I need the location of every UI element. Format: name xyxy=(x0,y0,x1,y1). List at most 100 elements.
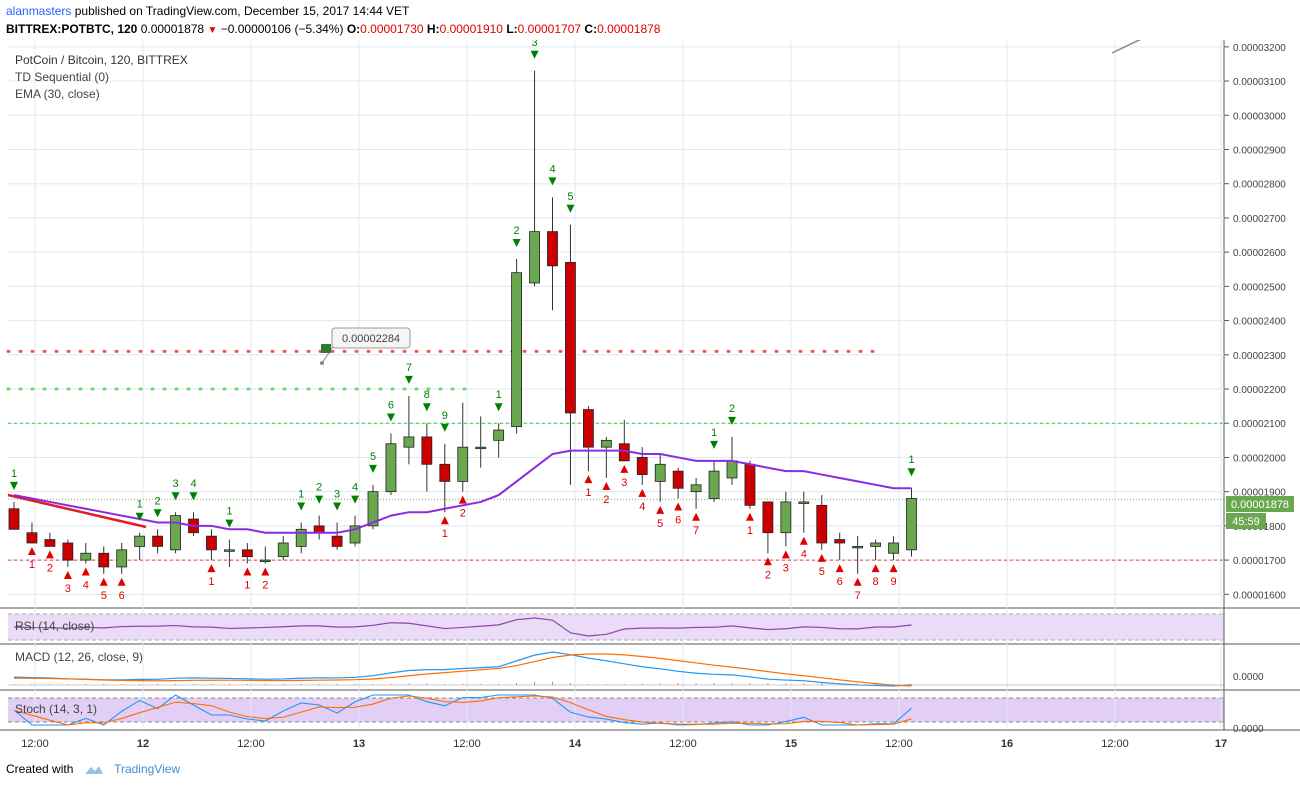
candle-body-6 xyxy=(116,549,128,568)
candle-body-41 xyxy=(744,463,756,506)
candle-body-22 xyxy=(403,436,415,448)
candle-body-2 xyxy=(44,539,56,547)
td-sell-count-9: 4 xyxy=(352,482,358,494)
td-buy-count-18: 1 xyxy=(747,525,753,537)
td-sell-count-14: 9 xyxy=(442,410,448,422)
td-buy-arrow-11 xyxy=(584,475,593,484)
candle-body-43 xyxy=(780,501,792,534)
td-sell-count-11: 6 xyxy=(388,399,394,411)
time-axis[interactable]: 12:00 12 12:00 13 12:00 14 12:00 15 12:00 16 12:00… xyxy=(21,738,1227,750)
price-callout[interactable]: 0.00002284 xyxy=(320,327,411,365)
y-tick-label-15: 0.00003100 xyxy=(1233,77,1286,88)
td-buy-arrow-8 xyxy=(261,567,270,576)
td-buy-count-23: 6 xyxy=(837,576,843,588)
candle-body-13 xyxy=(241,549,253,558)
td-buy-arrow-21 xyxy=(799,536,808,545)
td-sell-arrow-10 xyxy=(369,464,377,473)
candle-body-35 xyxy=(636,457,648,475)
y-tick-label-4: 0.00002000 xyxy=(1233,453,1286,464)
rsi-line xyxy=(13,617,912,637)
td-buy-arrow-12 xyxy=(602,481,611,490)
candle-body-20 xyxy=(367,491,379,527)
td-sell-count-20: 1 xyxy=(711,427,717,439)
td-buy-count-3: 4 xyxy=(83,580,89,592)
td-buy-arrow-2 xyxy=(63,570,72,579)
high-label: H: xyxy=(426,22,440,36)
x-tick-label-5: 14 xyxy=(569,738,582,750)
candle-body-21 xyxy=(385,443,397,493)
td-sell-count-0: 1 xyxy=(11,468,17,480)
candle-body-38 xyxy=(690,484,702,493)
candle-body-7 xyxy=(134,535,146,547)
td-sell-arrow-6 xyxy=(297,502,306,511)
macd-signal-line xyxy=(13,653,912,687)
td-sell-count-19: 5 xyxy=(567,191,573,203)
candle-body-50 xyxy=(906,498,917,551)
td-sell-arrow-7 xyxy=(315,495,324,504)
symbol-label: BITTREX:POTBTC, 120 xyxy=(6,22,138,36)
td-sell-count-12: 7 xyxy=(406,362,412,374)
candle-body-24 xyxy=(439,463,451,482)
tradingview-link[interactable]: TradingView xyxy=(114,762,181,776)
y-tick-label-16: 0.00003200 xyxy=(1233,43,1286,54)
price-change: −0.00000106 (−5.34%) xyxy=(220,22,344,36)
rsi-label: RSI (14, close) xyxy=(15,619,94,633)
td-buy-count-26: 9 xyxy=(890,576,896,588)
candle-body-46 xyxy=(834,539,846,544)
x-tick-label-7: 15 xyxy=(785,738,797,750)
td-buy-arrow-13 xyxy=(620,464,629,473)
y-tick-label-8: 0.00002400 xyxy=(1233,317,1286,328)
close-value: 0.00001878 xyxy=(597,22,661,36)
author-link[interactable]: alanmasters xyxy=(6,4,72,18)
stoch-d-line xyxy=(13,695,912,726)
x-tick-label-4: 12:00 xyxy=(453,738,481,750)
low-label: L: xyxy=(506,22,518,36)
td-buy-count-0: 1 xyxy=(29,559,35,571)
td-sell-count-2: 2 xyxy=(155,495,161,507)
x-tick-label-2: 12:00 xyxy=(237,738,265,750)
low-value: 0.00001707 xyxy=(517,22,582,36)
candle-body-16 xyxy=(295,528,307,547)
candle-body-9 xyxy=(170,515,181,551)
candle-body-40 xyxy=(726,460,738,479)
legend-ema: EMA (30, close) xyxy=(15,87,100,101)
candle-body-27 xyxy=(493,429,505,441)
td-sell-count-1: 1 xyxy=(137,499,143,511)
td-sell-arrow-13 xyxy=(422,403,431,412)
td-sell-arrow-17 xyxy=(530,50,539,59)
td-sell-count-8: 3 xyxy=(334,488,340,500)
candle-body-8 xyxy=(152,535,164,547)
td-buy-count-10: 2 xyxy=(460,508,466,520)
td-sell-arrow-8 xyxy=(333,502,342,511)
td-buy-arrow-14 xyxy=(638,488,647,497)
td-buy-arrow-26 xyxy=(889,564,898,573)
td-buy-arrow-5 xyxy=(117,577,126,586)
y-tick-label-7: 0.00002300 xyxy=(1233,351,1286,362)
created-with: Created with xyxy=(6,762,74,776)
td-sell-count-10: 5 xyxy=(370,451,376,463)
td-sell-arrow-2 xyxy=(153,509,162,518)
macd-label: MACD (12, 26, close, 9) xyxy=(15,650,143,664)
symbol-info-bar: BITTREX:POTBTC, 120 0.00001878 ▼ −0.0000… xyxy=(6,22,660,36)
ema-line xyxy=(13,449,912,534)
x-tick-label-10: 12:00 xyxy=(1101,738,1129,750)
td-sell-count-21: 2 xyxy=(729,403,735,415)
stoch-zero-label: 0.0000 xyxy=(1233,724,1264,735)
td-buy-count-16: 6 xyxy=(675,515,681,527)
y-tick-label-12: 0.00002800 xyxy=(1233,180,1286,191)
candle-body-23 xyxy=(421,436,433,465)
y-tick-label-13: 0.00002900 xyxy=(1233,145,1286,156)
pane-labels: RSI (14, close) MACD (12, 26, close, 9) … xyxy=(15,619,1264,735)
y-tick-label-1: 0.00001700 xyxy=(1233,556,1286,567)
last-price: 0.00001878 xyxy=(140,22,205,36)
td-buy-count-17: 7 xyxy=(693,525,699,537)
td-buy-arrow-1 xyxy=(45,550,54,559)
td-sell-arrow-15 xyxy=(494,403,503,412)
x-tick-label-9: 16 xyxy=(1001,738,1013,750)
td-sell-count-5: 1 xyxy=(226,506,232,518)
td-buy-arrow-24 xyxy=(853,577,862,586)
td-sell-count-13: 8 xyxy=(424,389,430,401)
td-sell-arrow-12 xyxy=(404,375,413,384)
